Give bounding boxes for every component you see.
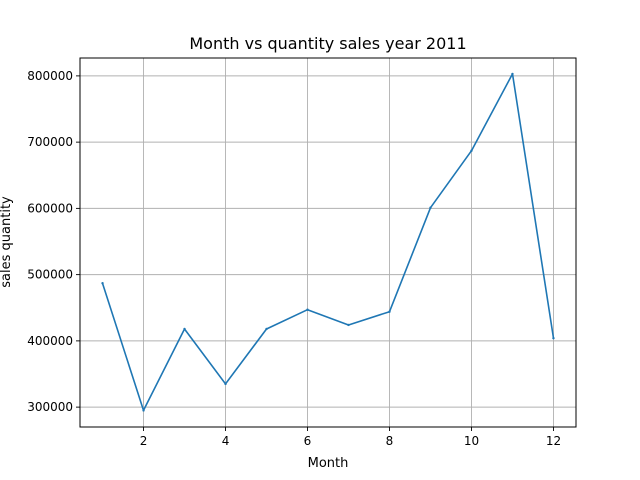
data-point [306,308,309,311]
y-tick-label: 800000 [27,69,73,83]
y-axis-label: sales quantity [0,196,14,288]
x-tick-label: 6 [304,434,312,448]
x-tick-label: 10 [464,434,479,448]
data-point [388,310,391,313]
data-point [347,323,350,327]
data-point [429,206,432,209]
x-axis-label: Month [308,456,349,471]
series-line [101,73,555,412]
chart-title: Month vs quantity sales year 2011 [189,34,466,53]
tick-layer: 2 4 6 8 10 12 300000 400000 500000 600000 700000 80… [27,69,561,448]
data-point [265,327,268,331]
x-tick-label: 4 [222,434,230,448]
x-tick-label: 12 [546,434,561,448]
data-point [511,72,514,76]
y-tick-label: 700000 [27,135,73,149]
plot-frame [79,57,577,428]
data-point [224,382,227,386]
y-tick-label: 600000 [27,201,73,215]
y-tick-label: 300000 [27,400,73,414]
data-point [470,149,473,152]
data-point [142,409,145,412]
data-point [183,327,186,331]
y-tick-label: 500000 [27,268,73,282]
data-point [552,337,555,340]
grid-layer [80,58,576,427]
y-tick-label: 400000 [27,334,73,348]
x-tick-label: 2 [140,434,148,448]
data-point [101,282,104,285]
series-layer [101,72,555,412]
x-tick-label: 8 [386,434,394,448]
